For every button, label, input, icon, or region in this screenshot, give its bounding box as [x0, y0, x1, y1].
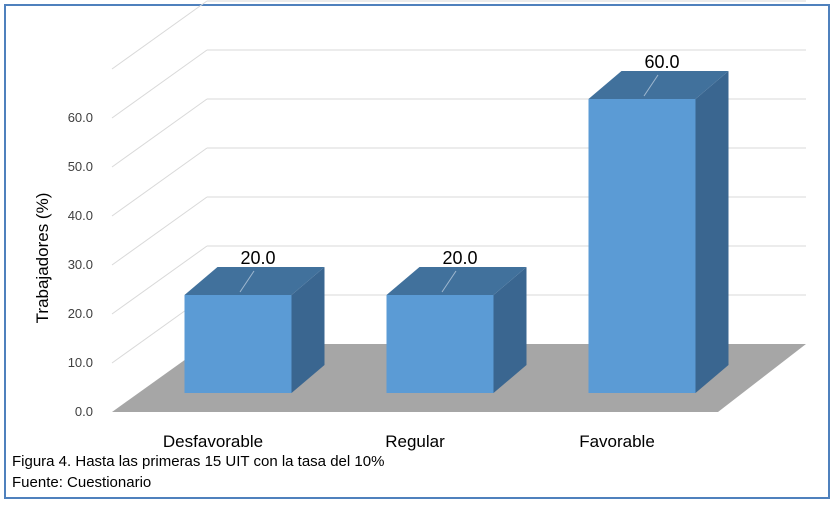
- bar: [184, 295, 292, 393]
- bar-top: [588, 71, 729, 99]
- bar: [588, 99, 696, 393]
- data-label: 20.0: [240, 248, 275, 268]
- data-label-leader: [643, 74, 659, 97]
- x-category-label: Favorable: [579, 432, 655, 451]
- source-caption: Fuente: Cuestionario: [12, 474, 152, 491]
- gridline-diagonal: [111, 0, 208, 70]
- y-tick-label: 50.0: [68, 159, 93, 174]
- bar-top: [184, 267, 325, 295]
- bar-side: [695, 71, 729, 393]
- data-label-leader: [441, 270, 457, 293]
- y-tick-label: 30.0: [68, 257, 93, 272]
- x-category-label: Regular: [385, 432, 445, 451]
- y-axis-ticks: 0.0 10.0 20.0 30.0 40.0 50.0 60.0: [68, 110, 93, 419]
- gridline-diagonal: [111, 49, 208, 119]
- bar-side: [291, 267, 325, 393]
- y-axis-label: Trabajadores (%): [33, 193, 52, 324]
- bar: [386, 295, 494, 393]
- gridline-diagonal: [111, 147, 208, 217]
- x-category-label: Desfavorable: [163, 432, 263, 451]
- y-tick-label: 40.0: [68, 208, 93, 223]
- y-tick-label: 10.0: [68, 355, 93, 370]
- bar-top: [386, 267, 527, 295]
- gridline-diagonal: [111, 98, 208, 168]
- x-axis-categories: Desfavorable Regular Favorable: [163, 432, 655, 451]
- data-label: 20.0: [442, 248, 477, 268]
- data-labels: 20.0 20.0 60.0: [239, 52, 680, 293]
- y-tick-label: 60.0: [68, 110, 93, 125]
- data-label: 60.0: [644, 52, 679, 72]
- data-label-leader: [239, 270, 255, 293]
- bars: [184, 71, 729, 393]
- bar-side: [493, 267, 527, 393]
- y-tick-label: 20.0: [68, 306, 93, 321]
- gridline-diagonal: [111, 196, 208, 266]
- figure-caption: Figura 4. Hasta las primeras 15 UIT con …: [12, 453, 385, 470]
- y-tick-label: 0.0: [75, 404, 93, 419]
- gridline-diagonal: [111, 245, 208, 315]
